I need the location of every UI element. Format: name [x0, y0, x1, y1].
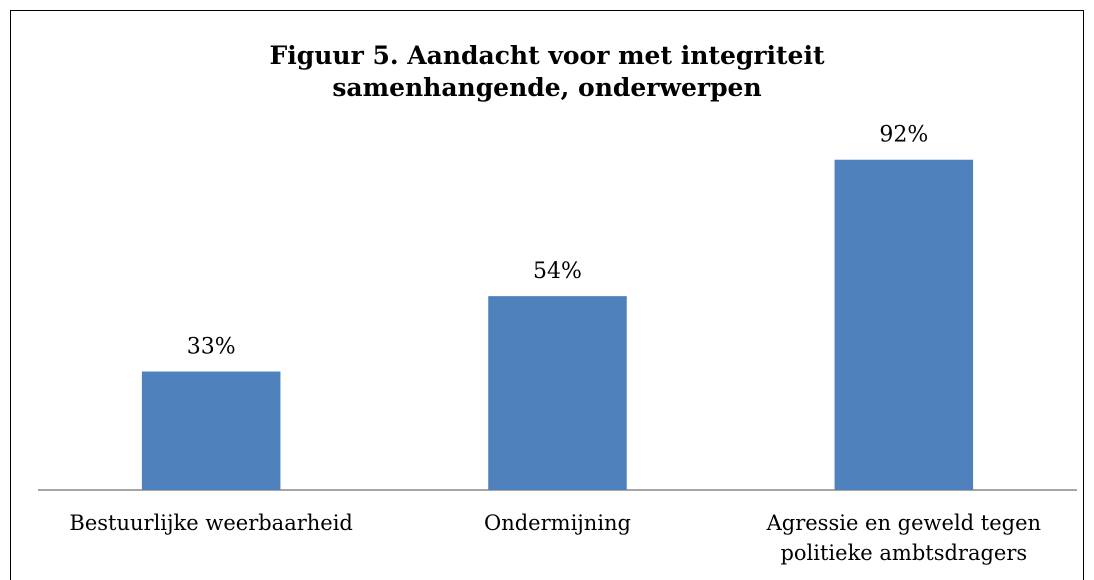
- bar: [488, 296, 627, 490]
- x-tick-label: Bestuurlijke weerbaarheid: [69, 511, 353, 535]
- bar: [141, 371, 281, 490]
- value-label: 33%: [187, 335, 236, 360]
- x-tick-label: Agressie en geweld tegen politieke ambts…: [766, 511, 1042, 565]
- chart-title: Figuur 5. Aandacht voor met integriteit …: [269, 41, 825, 102]
- x-tick-label: Ondermijning: [484, 511, 631, 535]
- value-label: 92%: [879, 123, 928, 148]
- value-label: 54%: [533, 259, 582, 284]
- chart-frame: [10, 10, 1084, 580]
- bar: [834, 159, 974, 490]
